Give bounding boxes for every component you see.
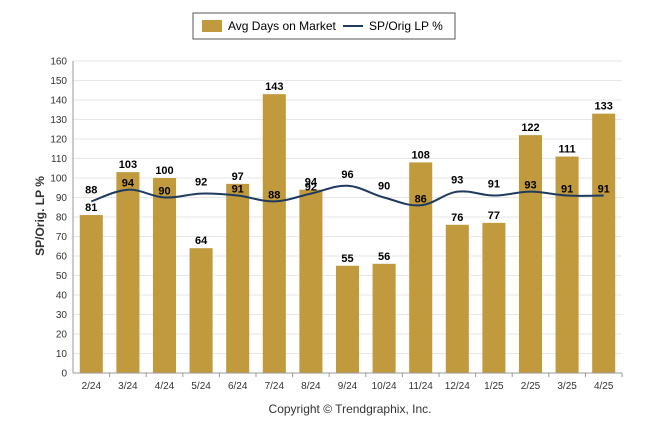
- legend: Avg Days on Market SP/Orig LP %: [192, 12, 456, 40]
- bar: [116, 172, 140, 373]
- y-tick-label: 90: [56, 193, 68, 204]
- x-tick-label: 3/25: [557, 381, 577, 392]
- x-tick-label: 4/25: [594, 381, 614, 392]
- bar-value-label: 94: [305, 177, 318, 189]
- bar-value-label: 64: [195, 235, 208, 247]
- bar-value-label: 143: [265, 81, 283, 93]
- x-tick-label: 10/24: [372, 381, 397, 392]
- axes: 0 10 20 30 40 50 60 70 80 90 100 110 120 130 140 150 160…: [50, 57, 623, 392]
- legend-bar-label: Avg Days on Market: [228, 19, 336, 33]
- y-tick-label: 10: [56, 349, 68, 360]
- bar-value-label: 100: [155, 165, 173, 177]
- x-tick-label: 12/24: [445, 381, 470, 392]
- y-tick-label: 140: [50, 96, 67, 107]
- y-tick-label: 0: [61, 369, 67, 380]
- y-tick-label: 80: [56, 213, 68, 224]
- bar-value-label: 81: [85, 202, 97, 214]
- bar: [555, 156, 579, 373]
- x-tick-label: 4/24: [155, 381, 175, 392]
- x-tick-label: 8/24: [301, 381, 321, 392]
- bar: [372, 263, 396, 373]
- y-tick-label: 160: [50, 57, 67, 68]
- y-tick-label: 20: [56, 330, 68, 341]
- y-tick-label: 130: [50, 115, 67, 126]
- bar: [445, 224, 469, 373]
- line-value-label: 90: [378, 181, 390, 193]
- line-value-label: 88: [268, 189, 280, 201]
- x-tick-label: 2/24: [82, 381, 102, 392]
- bar-value-label: 103: [119, 159, 137, 171]
- bar: [299, 189, 323, 373]
- line-value-label: 93: [524, 180, 536, 192]
- bar-value-label: 97: [232, 171, 244, 183]
- bar: [189, 248, 213, 373]
- bar-value-label: 133: [595, 101, 613, 113]
- line-value-label: 91: [232, 184, 244, 196]
- y-tick-label: 30: [56, 310, 68, 321]
- bar-value-label: 77: [488, 210, 500, 222]
- bar-value-label: 55: [341, 253, 353, 265]
- bar: [335, 265, 360, 373]
- y-tick-label: 50: [56, 271, 68, 282]
- x-tick-label: 2/25: [521, 381, 541, 392]
- legend-box: [192, 12, 456, 40]
- bar-value-label: 56: [378, 251, 390, 263]
- bar: [152, 178, 177, 373]
- line-value-label: 96: [341, 169, 353, 181]
- y-tick-label: 70: [56, 232, 68, 243]
- legend-bar-swatch: [202, 20, 222, 32]
- data-labels: 81 103 100 64 97 143 94 55 56 108 76 77 122 111 133 88 9…: [85, 81, 613, 265]
- bar: [518, 135, 543, 373]
- line-value-label: 92: [195, 177, 207, 189]
- bar-value-label: 111: [559, 144, 576, 156]
- copyright-text: Copyright © Trendgraphix, Inc.: [269, 402, 432, 416]
- y-tick-label: 40: [56, 291, 68, 302]
- line-value-label: 88: [85, 184, 97, 196]
- bar-value-label: 108: [412, 149, 430, 161]
- line-value-label: 94: [122, 178, 135, 190]
- legend-line-label: SP/Orig LP %: [369, 19, 443, 33]
- x-tick-label: 11/24: [409, 381, 434, 392]
- y-tick-label: 100: [50, 174, 67, 185]
- bar: [592, 113, 616, 374]
- x-tick-label: 7/24: [265, 381, 285, 392]
- x-tick-label: 3/24: [118, 381, 138, 392]
- bar: [226, 183, 250, 373]
- line-value-label: 91: [598, 184, 610, 196]
- y-tick-label: 120: [50, 135, 67, 146]
- line-value-label: 91: [488, 179, 500, 191]
- y-tick-label: 60: [56, 252, 68, 263]
- x-tick-label: 5/24: [191, 381, 211, 392]
- bar-value-label: 122: [521, 122, 539, 134]
- y-tick-label: 150: [50, 76, 67, 87]
- line-value-label: 86: [415, 193, 427, 205]
- x-tick-label: 9/24: [338, 381, 358, 392]
- bar: [262, 94, 286, 374]
- line-path: [90, 184, 604, 207]
- y-tick-label: 110: [51, 154, 67, 165]
- bar: [482, 222, 506, 373]
- line-value-label: 92: [305, 182, 317, 194]
- line-value-label: 91: [561, 184, 573, 196]
- bar-value-label: 76: [451, 212, 463, 224]
- bar: [79, 215, 103, 373]
- line-value-label: 93: [451, 175, 463, 187]
- x-tick-label: 1/25: [484, 381, 504, 392]
- x-tick-label: 6/24: [228, 381, 248, 392]
- bar-series: [79, 94, 616, 374]
- line-series: [90, 184, 604, 207]
- line-value-label: 90: [158, 186, 170, 198]
- bar: [409, 162, 433, 373]
- y-axis-title: SP/Orig. LP %: [33, 176, 47, 256]
